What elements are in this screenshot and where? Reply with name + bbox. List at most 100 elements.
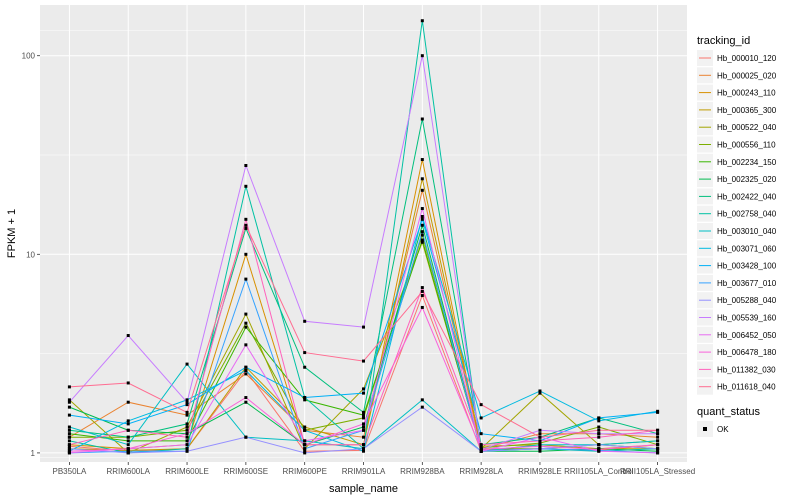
data-point bbox=[479, 446, 483, 450]
data-point bbox=[67, 435, 71, 439]
data-point bbox=[420, 19, 424, 23]
data-point bbox=[538, 391, 542, 395]
y-tick-label: 100 bbox=[22, 52, 36, 61]
legend-items: Hb_000010_120 Hb_000025_020 Hb_000243_110 H… bbox=[697, 50, 777, 395]
data-point bbox=[126, 447, 130, 451]
y-axis: 1 10 100 bbox=[22, 52, 40, 458]
data-point bbox=[185, 428, 189, 432]
data-point bbox=[126, 422, 130, 426]
x-tick-label: RRIM600LA bbox=[106, 467, 150, 476]
data-point bbox=[244, 325, 248, 329]
data-point bbox=[244, 321, 248, 325]
data-point bbox=[244, 252, 248, 256]
data-point bbox=[67, 444, 71, 448]
data-point bbox=[185, 422, 189, 426]
legend-ok-marker bbox=[703, 427, 707, 431]
data-point bbox=[420, 117, 424, 121]
data-point bbox=[362, 443, 365, 447]
data-point bbox=[362, 387, 365, 391]
legend-label: Hb_005539_160 bbox=[717, 314, 777, 323]
data-point bbox=[479, 443, 483, 447]
data-point bbox=[420, 188, 424, 192]
data-point bbox=[597, 435, 601, 439]
legend-label: Hb_002758_040 bbox=[717, 210, 777, 219]
legend-label: Hb_011618_040 bbox=[717, 383, 776, 392]
data-point bbox=[597, 448, 601, 452]
x-tick-label: RRIM928LE bbox=[518, 467, 562, 476]
data-point bbox=[185, 400, 189, 404]
data-point bbox=[185, 432, 189, 436]
data-point bbox=[303, 439, 307, 443]
data-point bbox=[185, 447, 189, 451]
data-point bbox=[126, 428, 130, 432]
data-point bbox=[303, 351, 307, 355]
data-point bbox=[67, 385, 71, 389]
data-point bbox=[656, 449, 660, 453]
data-point bbox=[67, 449, 71, 453]
data-point bbox=[656, 451, 660, 455]
data-point bbox=[479, 449, 483, 453]
data-point bbox=[67, 432, 71, 436]
data-point bbox=[126, 334, 130, 338]
data-point bbox=[656, 435, 660, 439]
data-point bbox=[303, 451, 307, 455]
legend-label: Hb_000556_110 bbox=[717, 141, 776, 150]
data-point bbox=[479, 448, 483, 452]
x-tick-label: RRIM600SE bbox=[224, 467, 268, 476]
data-point bbox=[67, 443, 71, 447]
data-point bbox=[67, 400, 71, 404]
data-point bbox=[67, 439, 71, 443]
legend-label: Hb_006478_180 bbox=[717, 348, 777, 357]
data-point bbox=[597, 428, 601, 432]
data-point bbox=[597, 416, 601, 420]
data-point bbox=[420, 398, 424, 402]
data-point bbox=[656, 447, 660, 451]
data-point bbox=[303, 365, 307, 369]
data-point bbox=[126, 435, 130, 439]
data-point bbox=[244, 184, 248, 188]
data-point bbox=[244, 226, 248, 230]
data-point bbox=[185, 362, 189, 366]
data-point bbox=[185, 439, 189, 443]
data-point bbox=[597, 432, 601, 436]
legend-label: Hb_003071_060 bbox=[717, 244, 777, 253]
data-point bbox=[362, 422, 365, 426]
data-point bbox=[420, 217, 424, 221]
data-point bbox=[538, 432, 542, 436]
data-point bbox=[420, 230, 424, 234]
data-point bbox=[362, 435, 365, 439]
data-point bbox=[538, 439, 542, 443]
data-point bbox=[244, 372, 248, 376]
data-point bbox=[126, 443, 130, 447]
data-point bbox=[479, 432, 483, 436]
series-points bbox=[67, 19, 660, 455]
data-point bbox=[303, 428, 307, 432]
data-point bbox=[244, 368, 248, 372]
y-tick-label: 10 bbox=[26, 250, 35, 259]
data-point bbox=[420, 233, 424, 237]
data-point bbox=[244, 365, 248, 369]
data-point bbox=[362, 428, 365, 432]
legend-label: Hb_002422_040 bbox=[717, 192, 777, 201]
data-point bbox=[538, 428, 542, 432]
data-point bbox=[656, 439, 660, 443]
data-point bbox=[656, 432, 660, 436]
data-point bbox=[538, 389, 542, 393]
data-point bbox=[656, 428, 660, 432]
data-point bbox=[420, 215, 424, 219]
legend-shape-title: quant_status bbox=[697, 406, 760, 418]
legend-label: Hb_003428_100 bbox=[717, 262, 777, 271]
data-point bbox=[420, 207, 424, 211]
data-point bbox=[420, 223, 424, 227]
data-point bbox=[479, 444, 483, 448]
data-point bbox=[362, 410, 365, 414]
legend-label: Hb_003010_040 bbox=[717, 227, 777, 236]
legend: tracking_id Hb_000010_120Hb_000025_020Hb… bbox=[697, 35, 777, 437]
legend-label: Hb_003677_010 bbox=[717, 279, 777, 288]
data-point bbox=[303, 425, 307, 429]
legend-label: Hb_000365_300 bbox=[717, 106, 777, 115]
data-point bbox=[538, 447, 542, 451]
data-point bbox=[67, 428, 71, 432]
data-point bbox=[185, 398, 189, 402]
